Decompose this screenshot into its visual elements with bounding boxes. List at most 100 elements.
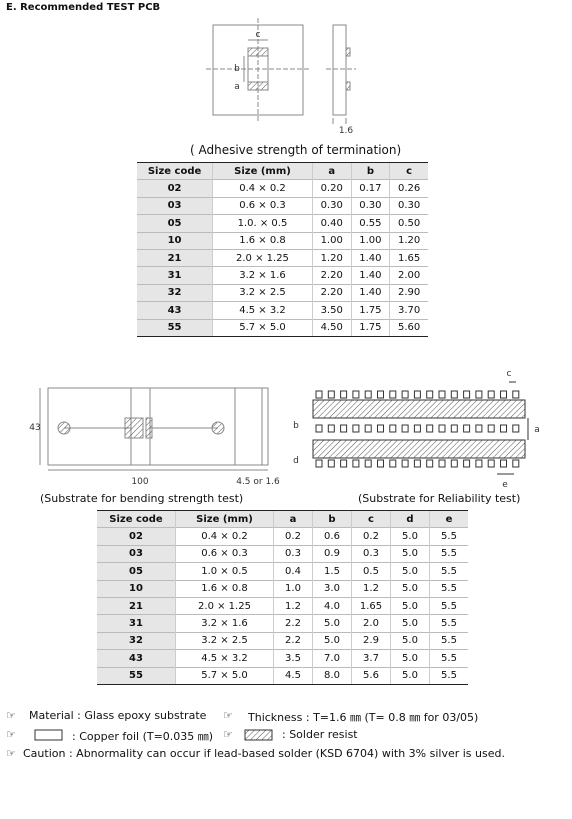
copper-swatch — [34, 729, 63, 741]
cell: 0.26 — [389, 179, 428, 198]
cell: 4.0 — [312, 596, 352, 615]
pad — [315, 424, 323, 433]
row: 02 0.4 × 0.2 0.2 0.6 0.2 5.0 5.5 — [97, 527, 468, 546]
caption: ( Adhesive strength of termination) — [190, 143, 402, 157]
cell: 5.0 — [390, 579, 430, 598]
cell: 8.0 — [312, 666, 352, 685]
note-marker: ☞ — [6, 747, 16, 760]
pad — [475, 459, 483, 468]
cell: 05 — [137, 214, 213, 233]
cell: 5.0 — [312, 631, 352, 650]
row: 55 5.7 × 5.0 4.50 1.75 5.60 — [137, 318, 428, 337]
cell: 1.0 — [273, 579, 313, 598]
cell: 5.5 — [429, 666, 468, 685]
cell: 3.2 × 1.6 — [212, 266, 313, 285]
pad — [327, 424, 335, 433]
cell: 1.6 × 0.8 — [212, 231, 313, 250]
caption: (Substrate for bending strength test) — [40, 492, 244, 505]
fig1-label: a — [234, 82, 240, 92]
cell: 1.75 — [350, 318, 390, 337]
row: 02 0.4 × 0.2 0.20 0.17 0.26 — [137, 179, 428, 198]
cell: 5.5 — [429, 579, 468, 598]
pad — [401, 459, 409, 468]
note: : Copper foil (T=0.035 ㎜) — [72, 730, 214, 743]
cell: 5.5 — [429, 631, 468, 650]
cell: 5.0 — [390, 631, 430, 650]
cell: 2.90 — [389, 283, 428, 302]
pad — [487, 459, 495, 468]
row: 43 4.5 × 3.2 3.5 7.0 3.7 5.0 5.5 — [97, 649, 468, 668]
fig1-label: b — [234, 64, 240, 74]
cell: 5.0 — [390, 527, 430, 546]
cell: a — [311, 161, 352, 180]
fig3-label: b — [293, 421, 299, 431]
title: E. Recommended TEST PCB — [6, 2, 161, 13]
cell: 1.65 — [351, 596, 391, 615]
note-marker: ☞ — [6, 709, 16, 722]
cell: 03 — [137, 196, 213, 215]
pad — [364, 390, 372, 399]
fig2-label: 43 — [29, 423, 40, 433]
cell: 1.75 — [350, 301, 390, 320]
pad — [463, 459, 471, 468]
pad — [426, 459, 434, 468]
pad — [377, 459, 384, 468]
cell: 5.5 — [429, 596, 468, 615]
note: Material : Glass epoxy substrate — [29, 709, 207, 722]
cell: 5.0 — [390, 666, 430, 685]
row: 31 3.2 × 1.6 2.2 5.0 2.0 5.0 5.5 — [97, 614, 468, 633]
cell: b — [350, 161, 390, 180]
pad — [401, 390, 409, 399]
cell: 0.6 × 0.3 — [212, 196, 313, 215]
cell: 5.0 — [390, 614, 430, 633]
cell: 1.00 — [311, 231, 352, 250]
cell: 1.0 × 0.5 — [175, 562, 274, 581]
cell: 0.2 — [351, 527, 391, 546]
cell: 0.40 — [311, 214, 352, 233]
figure-2 — [39, 387, 269, 471]
cell: 43 — [137, 301, 213, 320]
pad — [315, 390, 323, 399]
figure-1 — [206, 18, 356, 124]
fig2-label: 4.5 or 1.6 — [236, 477, 280, 487]
cell: a — [273, 509, 313, 528]
cell: 1.40 — [350, 283, 390, 302]
cell: 3.2 × 2.5 — [175, 631, 274, 650]
row: 21 2.0 × 1.25 1.20 1.40 1.65 — [137, 248, 428, 267]
cell: 3.0 — [312, 579, 352, 598]
pad — [426, 424, 434, 433]
cell: 0.17 — [350, 179, 390, 198]
cell: 2.20 — [311, 283, 352, 302]
cell: 3.5 — [273, 649, 313, 668]
pad — [500, 424, 507, 433]
note-marker: ☞ — [6, 728, 16, 741]
cell: 2.9 — [351, 631, 391, 650]
cell: 5.7 × 5.0 — [212, 318, 313, 337]
cell: 5.0 — [390, 544, 430, 563]
pad — [352, 390, 360, 399]
cell: 3.7 — [351, 649, 391, 668]
cell: 5.5 — [429, 544, 468, 563]
cell: c — [389, 161, 428, 180]
row: 10 1.6 × 0.8 1.00 1.00 1.20 — [137, 231, 428, 250]
cell: 1.00 — [350, 231, 390, 250]
figure-3 — [312, 381, 529, 475]
fig1-label: c — [256, 30, 261, 40]
cell: 4.50 — [311, 318, 352, 337]
pad — [438, 390, 446, 399]
pad — [512, 390, 520, 399]
cell: 1.40 — [350, 266, 390, 285]
pad — [438, 459, 446, 468]
pad — [327, 390, 335, 399]
cell: 5.6 — [351, 666, 391, 685]
cell: 10 — [137, 231, 213, 250]
pad — [512, 424, 520, 433]
cell: b — [312, 509, 352, 528]
cell: 0.6 — [312, 527, 352, 546]
cell: 0.3 — [273, 544, 313, 563]
pad — [500, 459, 507, 468]
note: Thickness : T=1.6 ㎜ (T= 0.8 ㎜ for 03/05) — [248, 711, 479, 724]
cell: 2.2 — [273, 614, 313, 633]
cell: Size code — [97, 509, 176, 528]
note-marker: ☞ — [223, 709, 233, 722]
